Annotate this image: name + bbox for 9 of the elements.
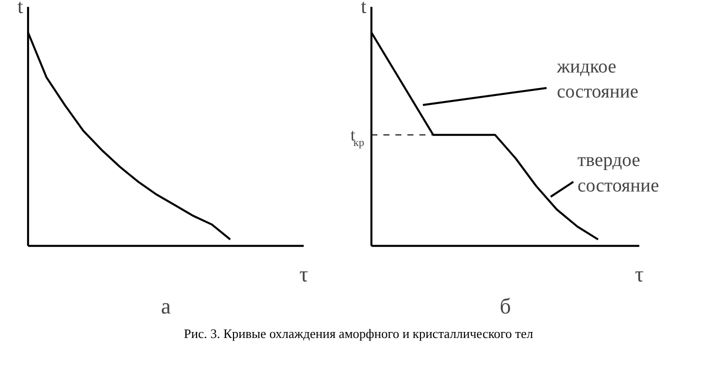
y-axis-title: t: [360, 0, 367, 18]
text: а: [161, 293, 172, 318]
text: Рис. 3. Кривые охлаждения аморфного и кристаллического тел: [184, 325, 534, 343]
annotation: твердое состояние: [577, 150, 660, 196]
text: б: [500, 293, 511, 318]
y-axis-title: t: [18, 0, 24, 18]
annotation: жидкое состояние: [556, 56, 638, 103]
x-axis-title: τ: [634, 261, 644, 286]
x-axis-title: τ: [299, 261, 308, 286]
